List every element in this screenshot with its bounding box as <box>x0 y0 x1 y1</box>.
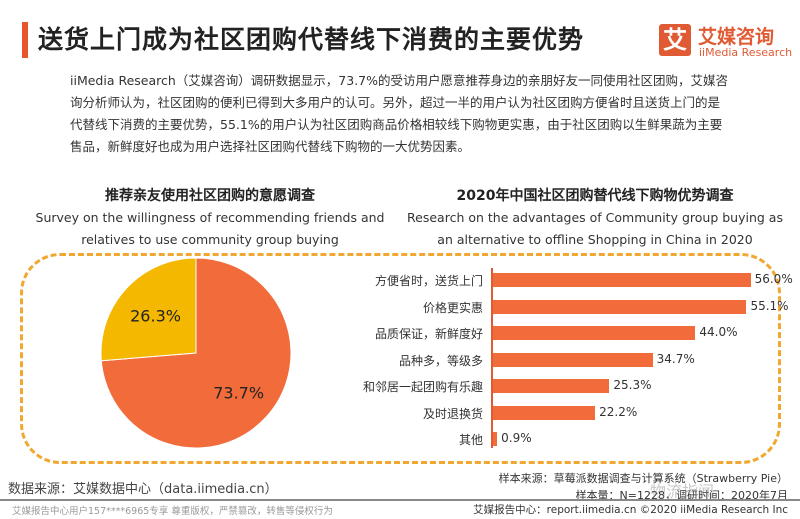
dashed-frame <box>20 253 781 464</box>
bar-category-label: 其他 <box>458 433 483 447</box>
bar-category-label: 和邻居一起团购有乐趣 <box>362 380 483 394</box>
bar-category-label: 及时退换货 <box>422 406 483 421</box>
logo-cn: 艾媒咨询 <box>698 26 775 48</box>
copyright-left: 艾媒报告中心用户157****6965专享 尊重版权，严禁篡改，转售等侵权行为 <box>12 506 333 517</box>
pie-chart: 73.7% 26.3% <box>100 257 292 449</box>
footer-divider <box>0 499 800 501</box>
bar-category-label: 品质保证，新鲜度好 <box>374 327 483 341</box>
pie-title: 推荐亲友使用社区团购的意愿调查 <box>105 188 315 204</box>
bar <box>493 379 610 393</box>
sample-info: 样本来源：草莓派数据调查与计算系统（Strawberry Pie） 样本量：N=… <box>499 470 788 504</box>
bar-category-label: 品种多，等级多 <box>398 353 483 368</box>
bar-axis <box>491 268 493 448</box>
bar-value-label: 56.0% <box>754 272 793 286</box>
sample-source: 样本来源：草莓派数据调查与计算系统（Strawberry Pie） <box>498 472 788 485</box>
bar <box>493 432 498 446</box>
copyright-right: 艾媒报告中心：report.iimedia.cn ©2020 iiMedia R… <box>473 504 788 516</box>
logo-icon: 艾 <box>659 24 691 56</box>
bar-value-label: 44.0% <box>699 325 738 339</box>
bar <box>493 273 751 287</box>
bar-value-label: 0.9% <box>501 431 532 445</box>
bar-title: 2020年中国社区团购替代线下购物优势调查 <box>456 188 734 204</box>
bar <box>493 326 696 340</box>
data-source: 数据来源：艾媒数据中心（data.iimedia.cn） <box>8 482 278 497</box>
pie-slice <box>100 257 197 362</box>
intro-text: iiMedia Research（艾媒咨询）调研数据显示，73.7%的受访用户愿… <box>70 73 729 154</box>
logo-en: iiMedia Research <box>699 46 793 59</box>
bar-value-label: 55.1% <box>750 298 789 313</box>
page-title: 送货上门成为社区团购代替线下消费的主要优势 <box>38 25 585 54</box>
pie-label: 73.7% <box>213 383 264 402</box>
bar <box>493 299 747 314</box>
sample-size: 样本量：N=1228，调研时间：2020年7月 <box>575 489 788 502</box>
bar <box>493 405 596 420</box>
bar-value-label: 22.2% <box>599 404 638 419</box>
pie-subtitle: Survey on the willingness of recommendin… <box>35 210 385 247</box>
bar-subtitle: Research on the advantages of Community … <box>407 210 783 247</box>
bar <box>493 352 653 367</box>
pie-label: 26.3% <box>130 307 181 326</box>
bar-category-label: 价格更实惠 <box>422 300 483 315</box>
watermark: 物流指闻 <box>650 482 715 501</box>
title-accent-bar <box>22 22 28 58</box>
bar-value-label: 34.7% <box>656 351 695 366</box>
bar-category-label: 方便省时，送货上门 <box>374 274 483 288</box>
bar-value-label: 25.3% <box>613 378 652 392</box>
